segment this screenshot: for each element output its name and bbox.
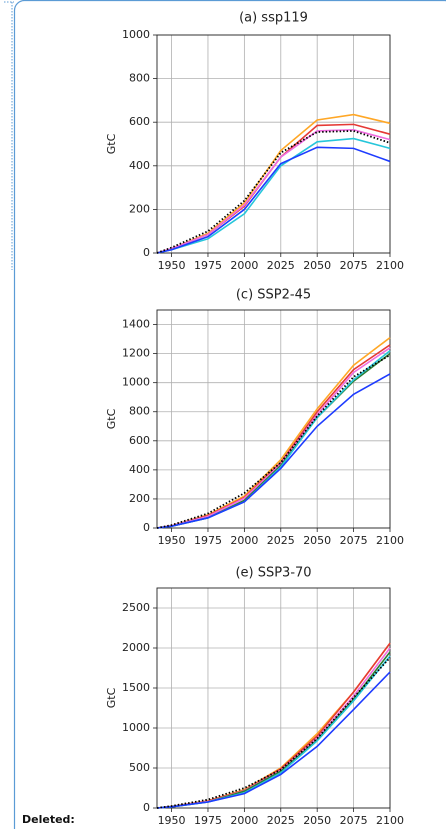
x-tick-label: 1975 xyxy=(194,259,222,272)
series-line xyxy=(156,129,391,254)
y-tick-label: 600 xyxy=(129,434,150,447)
deleted-label: Deleted: xyxy=(22,813,75,826)
series-line xyxy=(156,373,391,529)
series-line xyxy=(156,130,391,254)
y-tick-label: 400 xyxy=(129,159,150,172)
x-tick-label: 2050 xyxy=(303,534,331,547)
y-tick-label: 0 xyxy=(143,801,150,814)
series-line xyxy=(156,651,391,809)
series-line xyxy=(156,146,391,254)
series-line xyxy=(156,642,391,809)
y-tick-label: 2500 xyxy=(122,601,150,614)
series-line xyxy=(156,671,391,809)
x-tick-label: 1950 xyxy=(158,534,186,547)
x-tick-label: 2050 xyxy=(303,814,331,827)
y-tick-label: 1500 xyxy=(122,681,150,694)
y-tick-label: 1000 xyxy=(122,721,150,734)
series-line xyxy=(156,336,391,529)
x-tick-label: 2000 xyxy=(230,814,258,827)
y-axis-label: GtC xyxy=(105,408,118,429)
y-tick-label: 1000 xyxy=(122,376,150,389)
x-tick-label: 2075 xyxy=(340,814,368,827)
x-tick-label: 1950 xyxy=(158,814,186,827)
x-tick-label: 2075 xyxy=(340,534,368,547)
x-tick-label: 2025 xyxy=(267,534,295,547)
y-tick-label: 600 xyxy=(129,115,150,128)
series-line xyxy=(156,655,391,809)
y-axis-label: GtC xyxy=(105,133,118,154)
x-tick-label: 2000 xyxy=(230,534,258,547)
series-line xyxy=(156,347,391,529)
series-line xyxy=(156,656,391,809)
y-tick-label: 200 xyxy=(129,202,150,215)
chart-title: (a) ssp119 xyxy=(239,11,308,26)
plot-frame xyxy=(156,309,391,529)
x-tick-label: 2000 xyxy=(230,259,258,272)
y-tick-label: 1000 xyxy=(122,28,150,41)
x-tick-label: 2075 xyxy=(340,259,368,272)
y-tick-label: 1400 xyxy=(122,318,150,331)
series-line xyxy=(156,113,391,254)
series-line xyxy=(156,137,391,254)
y-tick-label: 0 xyxy=(143,246,150,259)
y-tick-label: 200 xyxy=(129,492,150,505)
x-tick-label: 2050 xyxy=(303,259,331,272)
series-line xyxy=(156,642,391,809)
series-line xyxy=(156,123,391,254)
comment-box xyxy=(13,0,446,829)
y-axis-label: GtC xyxy=(105,687,118,708)
chart-title: (c) SSP2-45 xyxy=(236,288,311,303)
x-tick-label: 1975 xyxy=(194,534,222,547)
y-tick-label: 800 xyxy=(129,405,150,418)
connector xyxy=(4,1,14,270)
x-tick-label: 2100 xyxy=(376,814,404,827)
chart-title: (e) SSP3-70 xyxy=(235,566,311,581)
y-tick-label: 1200 xyxy=(122,347,150,360)
x-tick-label: 2025 xyxy=(267,814,295,827)
y-tick-label: 800 xyxy=(129,72,150,85)
y-tick-label: 0 xyxy=(143,521,150,534)
series-line xyxy=(156,350,391,529)
x-tick-label: 2100 xyxy=(376,534,404,547)
x-tick-label: 2025 xyxy=(267,259,295,272)
y-tick-label: 500 xyxy=(129,761,150,774)
x-tick-label: 1975 xyxy=(194,814,222,827)
x-tick-label: 1950 xyxy=(158,259,186,272)
y-tick-label: 2000 xyxy=(122,641,150,654)
plot-frame xyxy=(156,34,391,254)
y-tick-label: 400 xyxy=(129,463,150,476)
x-tick-label: 2100 xyxy=(376,259,404,272)
series-line xyxy=(156,354,391,529)
plot-frame xyxy=(156,587,391,809)
